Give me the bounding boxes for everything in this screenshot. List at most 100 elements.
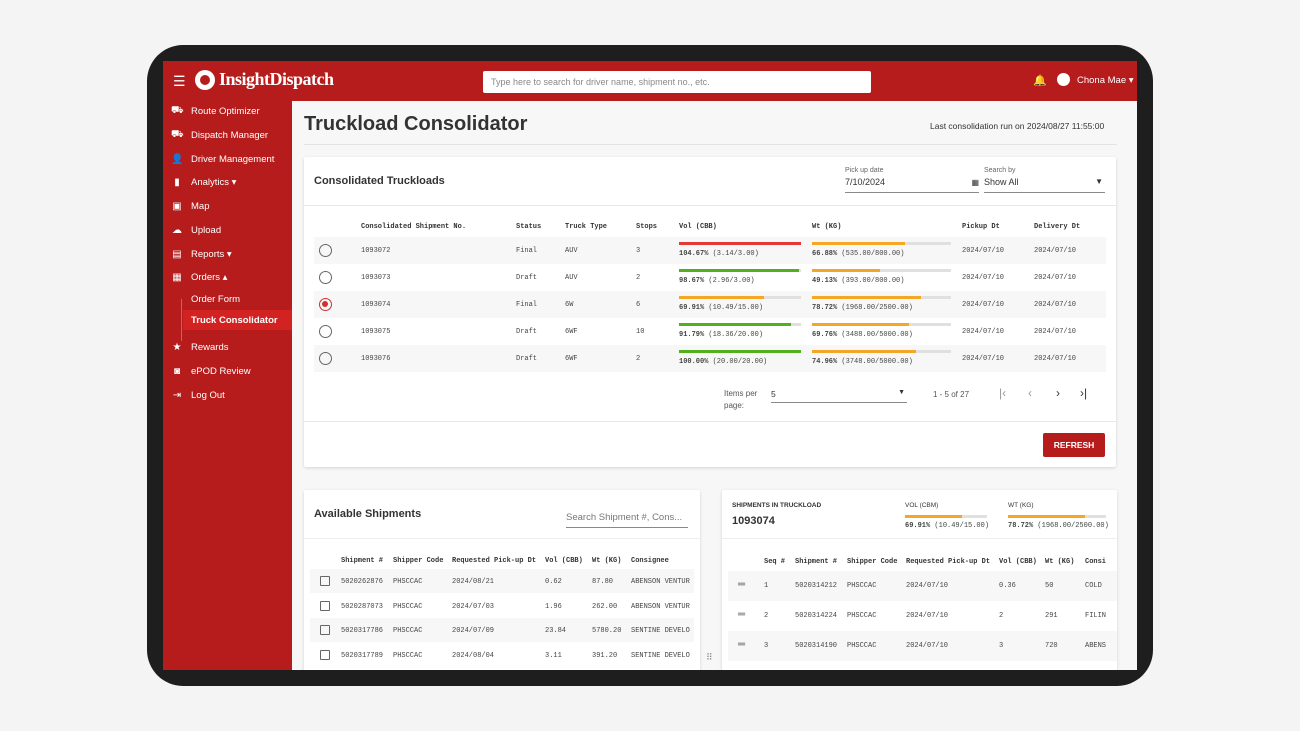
table-row[interactable]: ═ 2 5020314224 PHSCCAC 2024/07/10 2 291 FILIN <box>728 601 1117 631</box>
cell: 3.11 <box>545 651 562 660</box>
sidebar-item-label: Dispatch Manager <box>191 129 269 141</box>
delivery-date: 2024/07/10 <box>1034 328 1077 336</box>
row-checkbox[interactable] <box>320 576 330 586</box>
drag-handle-icon[interactable]: ═ <box>738 609 746 620</box>
wt-progress-bar <box>812 296 951 299</box>
cell: PHSCCAC <box>847 642 877 650</box>
column-header: Seq # <box>764 558 786 566</box>
row-checkbox[interactable] <box>320 600 330 611</box>
divider <box>304 538 700 539</box>
truckload-label: SHIPMENTS IN TRUCKLOAD <box>732 502 822 509</box>
sidebar-item-label: Map <box>191 200 210 212</box>
table-row[interactable]: 5020287073 PHSCCAC 2024/07/03 1.96 262.00 ABE… <box>310 593 694 618</box>
row-radio[interactable] <box>319 325 332 338</box>
cell: 5020317786 <box>341 627 384 635</box>
stops: 3 <box>636 247 641 255</box>
sidebar-item[interactable]: ★ Rewards <box>163 337 292 357</box>
cell: 5020314224 <box>795 612 838 620</box>
pickup-date: 2024/07/10 <box>962 328 1005 336</box>
sidebar-item[interactable]: ▮ Analytics ▾ <box>163 172 292 192</box>
sidebar-item[interactable]: ▤ Reports ▾ <box>163 244 292 264</box>
drag-handle-icon[interactable]: ═ <box>738 639 746 650</box>
row-radio[interactable] <box>319 352 332 365</box>
column-header: Shipper Code <box>847 558 898 566</box>
cell: 2024/07/10 <box>906 642 949 650</box>
cell: 2024/07/10 <box>906 612 949 620</box>
row-checkbox[interactable] <box>320 625 330 635</box>
table-row[interactable]: 5020262876 PHSCCAC 2024/08/21 0.62 87.80 ABEN… <box>310 569 694 593</box>
vol-progress-bar <box>679 350 801 353</box>
search-by-select[interactable]: Show All ▼ <box>984 177 1105 193</box>
pickup-date: 2024/07/10 <box>962 355 1005 363</box>
table-row[interactable]: 1093072 Final AUV 3 104.67% (3.14/3.00) … <box>314 237 1106 264</box>
column-header: Pickup Dt <box>962 223 1000 231</box>
truck-type: AUV <box>565 247 578 255</box>
sidebar-item[interactable]: 👤 Driver Management <box>163 149 292 169</box>
row-radio[interactable] <box>319 298 332 311</box>
avatar-icon[interactable] <box>1057 73 1070 86</box>
row-radio[interactable] <box>319 271 332 284</box>
sidebar-item[interactable]: ⛟ Route Optimizer <box>163 101 292 121</box>
pickup-date-input[interactable]: 7/10/2024 ▦ <box>845 177 979 193</box>
brand-logo[interactable]: InsightDispatch <box>195 69 334 90</box>
sidebar-item[interactable]: ⛟ Dispatch Manager <box>163 125 292 145</box>
last-page-icon[interactable]: ›| <box>1080 386 1088 400</box>
first-page-icon[interactable]: |‹ <box>999 386 1007 400</box>
logout-icon: ⇥ <box>172 389 182 401</box>
cell: 391.20 <box>592 651 618 660</box>
drag-handle-icon[interactable]: ═ <box>738 579 746 590</box>
menu-icon[interactable]: ☰ <box>173 73 186 89</box>
items-per-page-label: Items per page: <box>724 389 758 410</box>
table-row[interactable]: ═ 3 5020314190 PHSCCAC 2024/07/10 3 720 ABENS <box>728 631 1117 661</box>
sidebar-item[interactable]: ◙ ePOD Review <box>163 361 292 381</box>
vol-label: VOL (CBM) <box>905 502 939 509</box>
sidebar-item[interactable]: ▦ Orders ▴ <box>163 267 292 287</box>
sidebar-item[interactable]: Order Form <box>163 289 292 309</box>
shipment-no: 1093076 <box>361 355 391 363</box>
items-per-page-select[interactable]: 5 ▼ <box>771 389 907 403</box>
resize-handle-icon[interactable]: ⠿ <box>706 652 713 662</box>
refresh-button[interactable]: REFRESH <box>1043 433 1105 457</box>
column-header: Shipment # <box>795 558 838 566</box>
sidebar-item-label: Route Optimizer <box>191 105 260 117</box>
column-header: Shipper Code <box>393 557 444 565</box>
pickup-date-label: Pick up date <box>845 167 884 174</box>
table-row[interactable]: 1093073 Draft AUV 2 98.67% (2.96/3.00) 4… <box>314 264 1106 291</box>
sidebar-item-label: Driver Management <box>191 153 275 165</box>
row-radio[interactable] <box>319 244 332 257</box>
sidebar-item[interactable]: ⇥ Log Out <box>163 385 292 405</box>
calendar-icon[interactable]: ▦ <box>971 178 979 187</box>
wt-progress-bar <box>812 323 951 326</box>
table-row[interactable]: 5020317789 PHSCCAC 2024/08/04 3.11 391.20 SEN… <box>310 642 694 667</box>
stops: 2 <box>636 274 641 282</box>
table-row[interactable]: 1093074 Final 6W 6 69.91% (10.49/15.00) … <box>314 291 1106 318</box>
table-row[interactable]: ═ 1 5020314212 PHSCCAC 2024/07/10 0.36 50 COLD <box>728 571 1117 601</box>
sidebar-item[interactable]: Truck Consolidator <box>183 310 292 330</box>
column-header: Status <box>516 223 542 231</box>
next-page-icon[interactable]: › <box>1056 386 1060 400</box>
truck-icon: ⛟ <box>171 128 184 140</box>
sidebar-item[interactable]: ▣ Map <box>163 196 292 216</box>
vol-detail: (10.49/15.00) <box>934 522 990 530</box>
column-header: Delivery Dt <box>1034 223 1081 231</box>
user-menu[interactable]: Chona Mae ▾ <box>1077 75 1134 86</box>
global-search-input[interactable]: Type here to search for driver name, shi… <box>483 71 871 93</box>
truck-type: AUV <box>565 274 578 282</box>
cloud-upload-icon: ☁ <box>172 224 182 236</box>
delivery-date: 2024/07/10 <box>1034 274 1077 282</box>
shipment-search-input[interactable]: Search Shipment #, Cons... <box>566 512 688 528</box>
sidebar-item-label: Log Out <box>191 389 225 401</box>
previous-page-icon[interactable]: ‹ <box>1028 386 1032 400</box>
table-row[interactable]: 5020317786 PHSCCAC 2024/07/09 23.84 5780.20 S… <box>310 618 694 642</box>
sidebar-item[interactable]: ☁ Upload <box>163 220 292 240</box>
table-row[interactable]: 1093076 Draft 6WF 2 100.00% (20.00/20.00… <box>314 345 1106 372</box>
sidebar-item-label: Order Form <box>191 293 241 305</box>
row-checkbox[interactable] <box>320 649 330 660</box>
chevron-down-icon: ▼ <box>1095 177 1103 186</box>
vol-detail: (2.96/3.00) <box>708 277 755 285</box>
vol-percent: 104.67% <box>679 250 709 258</box>
truck-type: 6W <box>565 301 574 309</box>
divider <box>722 538 1117 539</box>
bell-icon[interactable]: 🔔 <box>1033 75 1047 87</box>
table-row[interactable]: 1093075 Draft 6WF 10 91.79% (18.36/20.00… <box>314 318 1106 345</box>
